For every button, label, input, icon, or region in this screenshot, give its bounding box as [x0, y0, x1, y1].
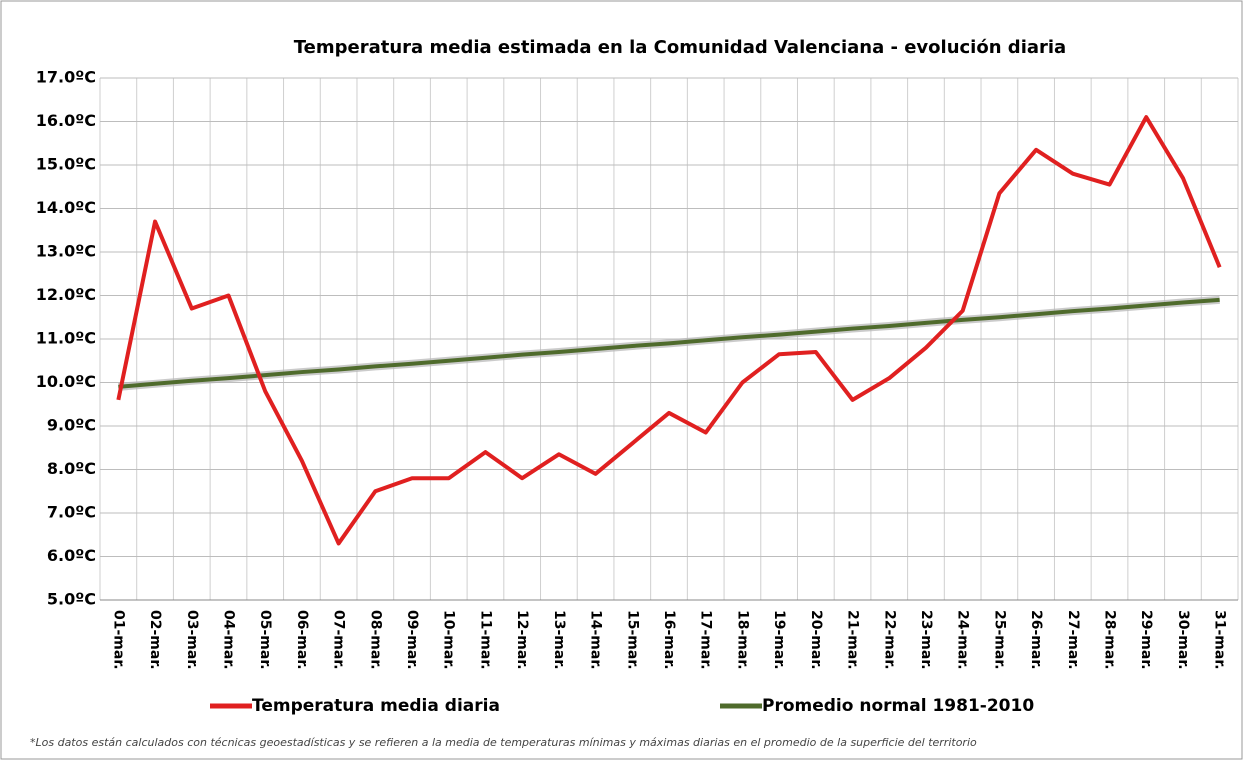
- y-tick-label: 7.0ºC: [47, 503, 96, 522]
- x-tick-label: 27-mar.: [1065, 610, 1081, 670]
- y-tick-label: 9.0ºC: [47, 416, 96, 435]
- x-tick-label: 21-mar.: [845, 610, 861, 670]
- y-tick-label: 15.0ºC: [36, 155, 96, 174]
- x-tick-label: 09-mar.: [404, 610, 420, 670]
- legend-label: Temperatura media diaria: [252, 696, 500, 716]
- x-tick-label: 12-mar.: [514, 610, 530, 670]
- x-tick-label: 06-mar.: [294, 610, 310, 670]
- y-tick-label: 11.0ºC: [36, 329, 96, 348]
- x-tick-label: 30-mar.: [1175, 610, 1191, 670]
- y-tick-label: 12.0ºC: [36, 285, 96, 304]
- x-tick-label: 11-mar.: [477, 610, 493, 670]
- x-tick-label: 28-mar.: [1102, 610, 1118, 670]
- x-tick-label: 10-mar.: [441, 610, 457, 670]
- x-tick-label: 19-mar.: [771, 610, 787, 670]
- y-tick-label: 6.0ºC: [47, 546, 96, 565]
- x-tick-label: 20-mar.: [808, 610, 824, 670]
- x-tick-label: 16-mar.: [661, 610, 677, 670]
- x-tick-label: 02-mar.: [147, 610, 163, 670]
- x-tick-label: 08-mar.: [367, 610, 383, 670]
- x-tick-label: 23-mar.: [918, 610, 934, 670]
- x-tick-label: 25-mar.: [991, 610, 1007, 670]
- series-line: [118, 297, 1220, 389]
- y-tick-label: 14.0ºC: [36, 198, 96, 217]
- legend-label: Promedio normal 1981-2010: [762, 696, 1034, 716]
- y-tick-label: 10.0ºC: [36, 372, 96, 391]
- x-tick-label: 13-mar.: [551, 610, 567, 670]
- x-tick-label: 04-mar.: [220, 610, 236, 670]
- y-tick-label: 13.0ºC: [36, 242, 96, 261]
- y-tick-label: 17.0ºC: [36, 68, 96, 87]
- x-tick-label: 17-mar.: [698, 610, 714, 670]
- x-tick-label: 07-mar.: [331, 610, 347, 670]
- chart-title: Temperatura media estimada en la Comunid…: [294, 37, 1066, 58]
- x-tick-label: 18-mar.: [734, 610, 750, 670]
- series-line: [116, 115, 1222, 546]
- x-tick-label: 14-mar.: [588, 610, 604, 670]
- x-tick-label: 24-mar.: [955, 610, 971, 670]
- x-tick-label: 29-mar.: [1138, 610, 1154, 670]
- x-tick-label: 26-mar.: [1028, 610, 1044, 670]
- y-tick-label: 16.0ºC: [36, 111, 96, 130]
- x-tick-label: 05-mar.: [257, 610, 273, 670]
- x-tick-label: 15-mar.: [624, 610, 640, 670]
- y-tick-label: 8.0ºC: [47, 459, 96, 478]
- x-tick-label: 22-mar.: [881, 610, 897, 670]
- y-tick-label: 5.0ºC: [47, 590, 96, 609]
- x-tick-label: 01-mar.: [110, 610, 126, 670]
- footnote: *Los datos están calculados con técnicas…: [30, 736, 977, 749]
- x-tick-label: 31-mar.: [1212, 610, 1228, 670]
- x-tick-label: 03-mar.: [184, 610, 200, 670]
